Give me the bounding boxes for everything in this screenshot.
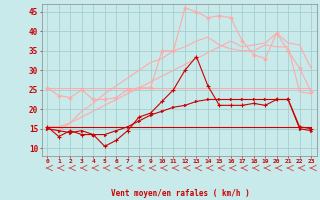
- Text: Vent moyen/en rafales ( km/h ): Vent moyen/en rafales ( km/h ): [111, 189, 250, 198]
